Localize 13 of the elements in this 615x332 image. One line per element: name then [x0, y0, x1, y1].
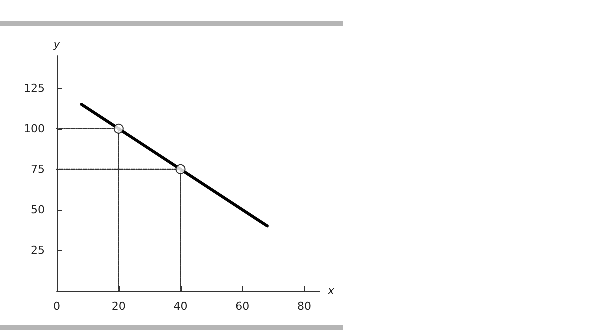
x-tick-label: 40: [174, 300, 188, 313]
x-axis-title: x: [327, 284, 335, 298]
line-series: [80, 103, 269, 228]
x-tick-label: 0: [54, 300, 60, 313]
x-tick-label: 60: [236, 300, 250, 313]
y-axis-title: y: [52, 38, 61, 51]
x-tick-label: 80: [298, 300, 312, 313]
y-tick-label: 75: [31, 162, 45, 176]
y-tick-label: 100: [24, 122, 45, 136]
x-tick-label: 20: [112, 300, 126, 313]
y-tick-label: 125: [24, 82, 45, 95]
y-tick-label: 50: [31, 203, 45, 216]
y-tick-label: 25: [31, 244, 45, 257]
